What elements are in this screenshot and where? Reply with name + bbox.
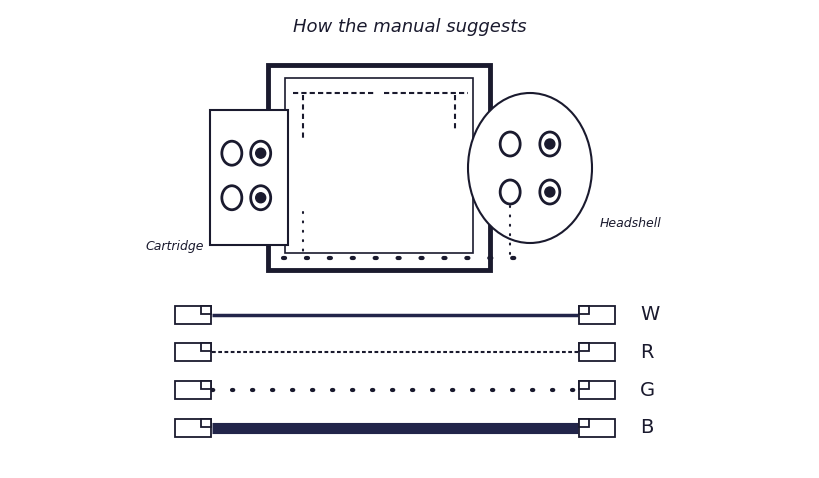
Circle shape	[256, 148, 265, 158]
Bar	[578, 381, 588, 389]
Bar	[578, 306, 588, 314]
Circle shape	[544, 187, 554, 197]
Ellipse shape	[222, 141, 242, 165]
Bar	[285, 78, 473, 253]
Ellipse shape	[500, 132, 519, 156]
Bar	[201, 419, 210, 427]
Bar	[201, 343, 210, 351]
Ellipse shape	[539, 132, 559, 156]
Circle shape	[256, 193, 265, 203]
Text: How the manual suggests: How the manual suggests	[293, 18, 526, 36]
Circle shape	[544, 139, 554, 149]
Ellipse shape	[500, 180, 519, 204]
Ellipse shape	[251, 186, 270, 210]
Bar	[210, 110, 287, 245]
Ellipse shape	[222, 186, 242, 210]
Text: Headshell: Headshell	[600, 217, 661, 230]
Bar	[201, 306, 210, 314]
Ellipse shape	[251, 141, 270, 165]
Bar	[174, 343, 210, 361]
Bar	[578, 419, 588, 427]
Bar	[268, 65, 490, 270]
Bar	[201, 381, 210, 389]
Bar	[174, 419, 210, 437]
Bar	[578, 381, 614, 399]
Bar	[578, 343, 614, 361]
Bar	[578, 343, 588, 351]
Bar	[578, 306, 614, 324]
Bar	[174, 381, 210, 399]
Bar	[578, 419, 614, 437]
Text: W: W	[639, 305, 658, 325]
Ellipse shape	[468, 93, 591, 243]
Text: Cartridge: Cartridge	[145, 240, 204, 253]
Bar	[174, 306, 210, 324]
Text: G: G	[639, 380, 654, 400]
Text: B: B	[639, 419, 653, 437]
Ellipse shape	[539, 180, 559, 204]
Text: R: R	[639, 343, 653, 361]
